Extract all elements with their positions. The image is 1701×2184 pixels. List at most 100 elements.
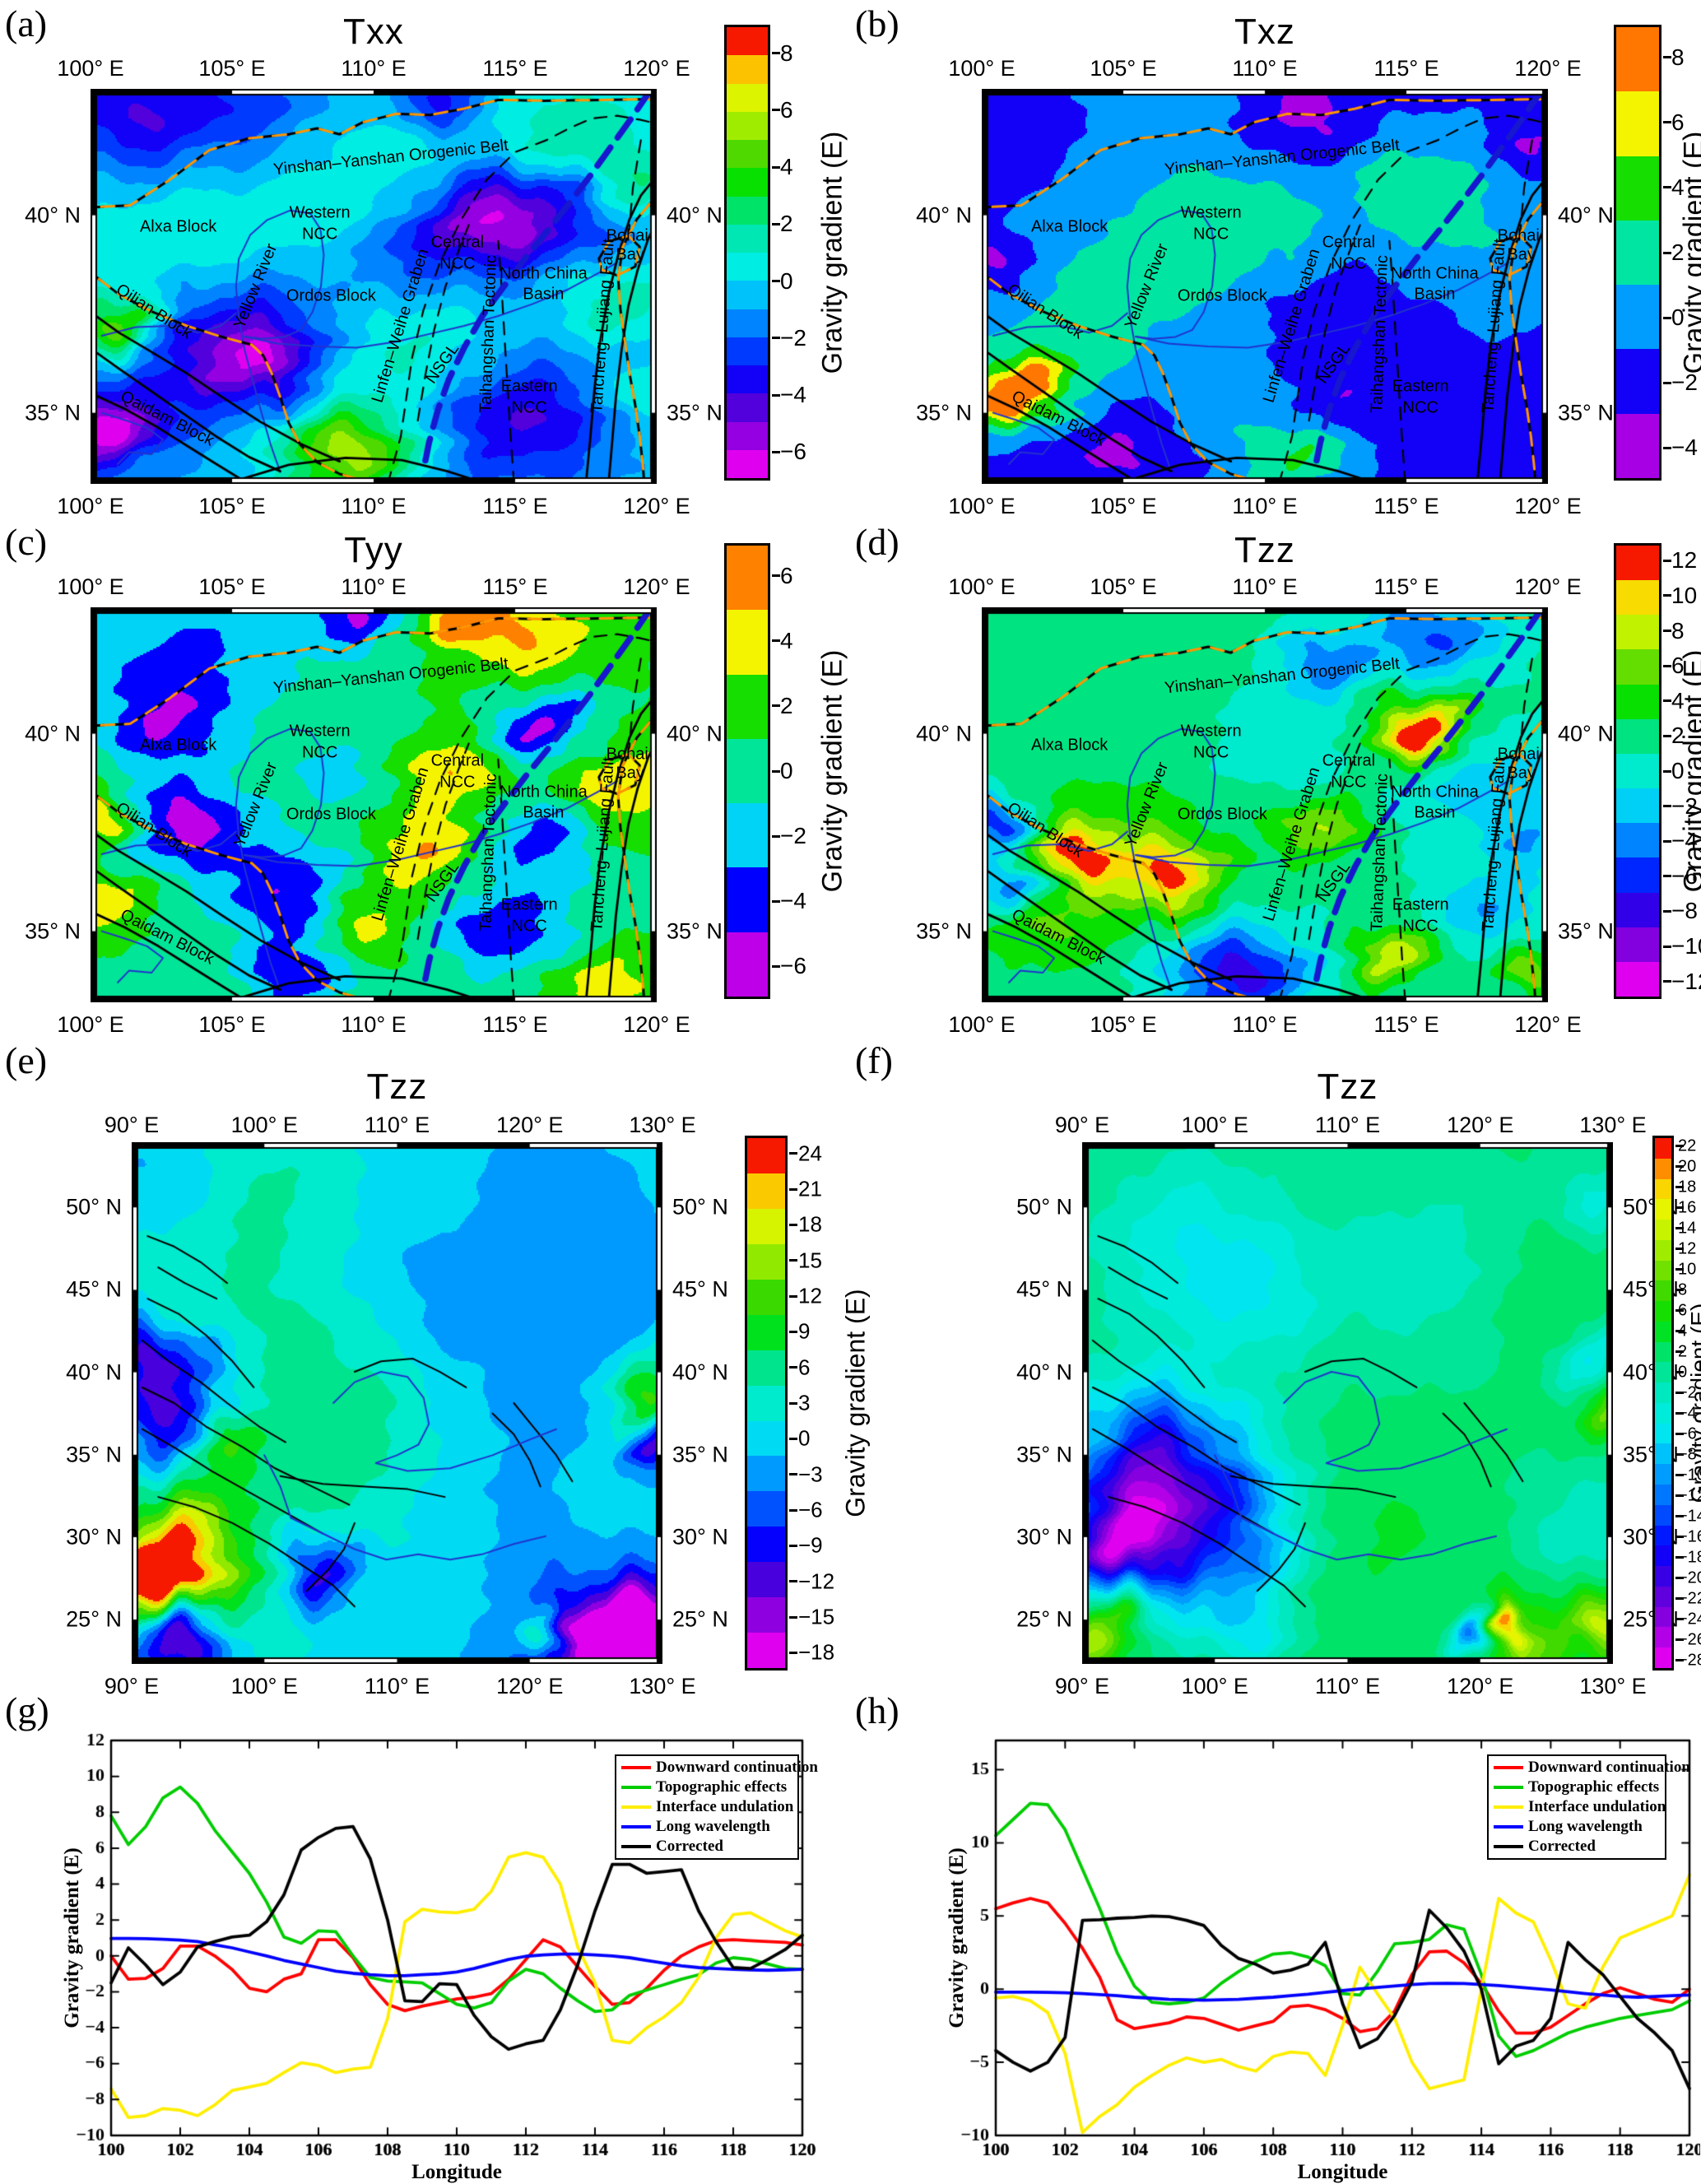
region-label: Bay: [616, 245, 644, 264]
y-axis-tick-label: 40° N: [916, 721, 972, 746]
x-axis-tick-label: 120° E: [623, 1012, 690, 1037]
region-label: NCC: [439, 773, 476, 792]
colorbar-tick-label: 0: [1671, 758, 1685, 783]
colorbar-tick-label: 4: [1671, 687, 1685, 713]
region-label: Bay: [616, 764, 644, 783]
colorbar-tick-mark: [1675, 1330, 1684, 1332]
region-label: Eastern: [1392, 377, 1449, 396]
colorbar-tick-label: 6: [780, 96, 793, 123]
colorbar-tick-label: −4: [780, 888, 806, 914]
y-axis-tick-label: 40° N: [66, 1359, 122, 1385]
region-label: NCC: [1402, 398, 1438, 417]
colorbar-tick-label: −4: [1671, 828, 1698, 854]
x-axis-tick-label: 115° E: [482, 1012, 548, 1037]
chart-legend-h: Downward continuation Topographic effects…: [1487, 1754, 1690, 1860]
colorbar-tick-label: 3: [798, 1390, 811, 1415]
colorbar-segment: [1655, 1321, 1671, 1342]
colorbar-segment: [1616, 220, 1659, 286]
colorbar-segment: [727, 168, 768, 197]
colorbar-tick-mark: [1663, 805, 1671, 808]
colorbar-segment: [727, 674, 768, 739]
colorbar-tick-label: 6: [798, 1355, 811, 1380]
legend-line-swatch: [621, 1805, 651, 1809]
colorbar-tick-label: 6: [1671, 653, 1685, 679]
colorbar-tick-mark: [1675, 1433, 1684, 1435]
colorbar-segment: [727, 27, 768, 56]
colorbar-segment: [1655, 1464, 1671, 1485]
x-axis-tick-label: 105° E: [1090, 574, 1157, 599]
region-label: Western: [289, 203, 351, 222]
colorbar-tick-label: −22: [1678, 1589, 1701, 1607]
region-label: Central: [430, 751, 485, 770]
colorbar-segment: [1655, 1525, 1671, 1546]
panel-letter-d: (d): [855, 521, 899, 563]
x-axis-tick-label: 90° E: [1054, 1113, 1110, 1137]
x-axis-tick-label: 110° E: [341, 56, 407, 81]
colorbar-segment: [1616, 156, 1659, 221]
legend-line-swatch: [1494, 1805, 1523, 1809]
colorbar-tick-label: −6: [780, 439, 806, 465]
x-axis-tick-label: 115° E: [1373, 56, 1439, 81]
x-axis-tick-label: 130° E: [629, 1113, 696, 1137]
colorbar-tick-mark: [1663, 251, 1671, 254]
colorbar-tick-mark: [789, 1437, 797, 1440]
colorbar-segment: [727, 932, 768, 997]
x-axis-tick-label: 120° E: [1514, 574, 1582, 599]
legend-item: Corrected: [1494, 1838, 1660, 1856]
colorbar-segment: [747, 1420, 785, 1457]
colorbar-tick-label: 4: [780, 154, 793, 180]
region-label: NCC: [439, 254, 476, 273]
region-label: Bohai: [1497, 745, 1540, 764]
x-axis-tick-label: 120° E: [1447, 1113, 1514, 1137]
legend-item-label: Corrected: [1528, 1838, 1596, 1855]
x-axis-tick-label: 105° E: [198, 56, 266, 81]
legend-item: Interface undulation: [1494, 1798, 1666, 1816]
panel-letter-c: (c): [5, 521, 48, 563]
colorbar-tick-label: −14: [1678, 1507, 1701, 1525]
colorbar-segment: [1616, 718, 1659, 754]
colorbar-segment: [1616, 753, 1659, 789]
panel-d: (d) Tzz 100° E 100° E 105° E 105° E 110° E 110°…: [850, 518, 1701, 1037]
x-axis-tick-label: 100° E: [948, 574, 1015, 599]
colorbar-tick-label: 12: [1678, 1239, 1697, 1257]
colorbar-tick-mark: [1675, 1536, 1684, 1538]
colorbar-segment: [1616, 91, 1659, 156]
colorbar-segment: [727, 365, 768, 394]
panel-letter-e: (e): [5, 1039, 48, 1081]
y-axis-tick-label: 35° N: [916, 400, 972, 425]
colorbar-tick-mark: [1663, 909, 1671, 913]
x-axis-label: Longitude: [1297, 2161, 1388, 2183]
y-axis-tick-label: 35° N: [667, 400, 723, 425]
x-axis-tick-label: 110° E: [364, 1113, 430, 1137]
colorbar-tick-mark: [1663, 945, 1671, 948]
colorbar-tick-mark: [1675, 1577, 1684, 1579]
region-label: Central: [1322, 751, 1376, 770]
region-label: Ordos Block: [286, 805, 376, 824]
legend-item-label: Corrected: [656, 1838, 723, 1855]
colorbar-tick-mark: [772, 280, 780, 283]
panel-letter-a: (a): [5, 2, 48, 44]
y-axis-tick-label: 35° N: [1016, 1442, 1072, 1467]
x-axis-tick-label: 110° E: [1232, 494, 1298, 518]
colorbar-segment: [1655, 1627, 1671, 1648]
colorbar-segment: [727, 196, 768, 225]
y-axis-tick-label: 40° N: [25, 721, 81, 746]
colorbar-segment: [727, 140, 768, 169]
x-axis-label: Longitude: [411, 2161, 502, 2183]
x-axis-tick-label: 115° E: [482, 574, 548, 599]
colorbar-segment: [1616, 285, 1659, 350]
colorbar-tick-mark: [789, 1615, 797, 1619]
colorbar-tick-label: 0: [780, 267, 793, 294]
colorbar-tick-label: −24: [1678, 1610, 1701, 1628]
y-axis-tick-label: 40° N: [1558, 721, 1614, 746]
colorbar-tick-label: 10: [1671, 582, 1698, 608]
x-axis-tick-label: 115° E: [1373, 574, 1439, 599]
colorbar-tick-mark: [772, 964, 780, 968]
panel-a: (a) Txx 100° E 100° E 105° E 105° E 110° E 110°…: [0, 0, 850, 518]
map-title-c: Tyy: [344, 530, 403, 570]
x-axis-tick-label: 100° E: [948, 56, 1015, 81]
colorbar-tick-mark: [789, 1580, 797, 1583]
x-axis-tick-label: 100° E: [57, 56, 124, 81]
colorbar-segment: [747, 1491, 785, 1527]
